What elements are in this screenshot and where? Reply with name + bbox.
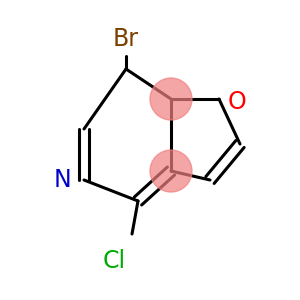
Text: O: O xyxy=(228,90,246,114)
Text: Cl: Cl xyxy=(102,249,126,273)
Circle shape xyxy=(150,150,192,192)
Circle shape xyxy=(150,78,192,120)
Text: Br: Br xyxy=(113,27,139,51)
Text: N: N xyxy=(54,168,72,192)
